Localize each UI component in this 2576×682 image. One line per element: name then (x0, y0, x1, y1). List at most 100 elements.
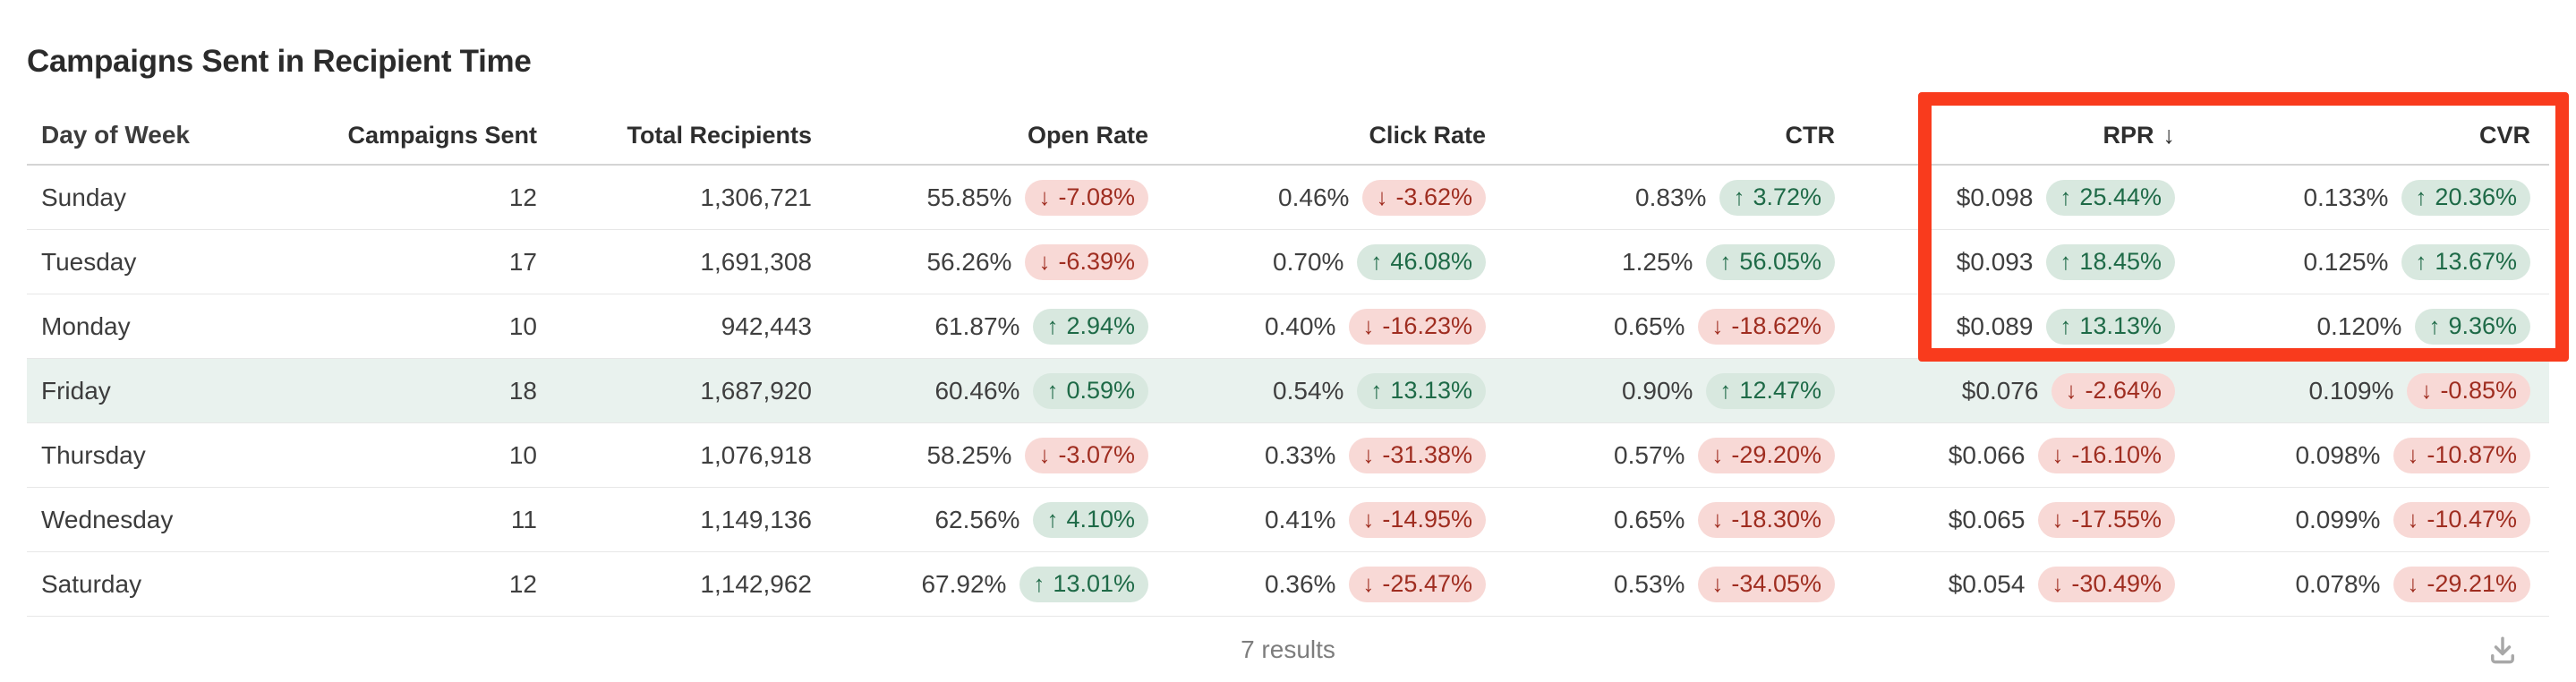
click-rate-cell: 0.33% ↓ -31.38% (1148, 437, 1486, 473)
table-row[interactable]: Sunday 12 1,306,721 55.85% ↓ -7.08% 0.46… (27, 166, 2549, 230)
trend-arrow-icon: ↓ (1038, 440, 1051, 468)
click-rate-change-badge: ↓ -25.47% (1349, 566, 1486, 602)
rpr-cell: $0.076 ↓ -2.64% (1835, 372, 2175, 409)
cvr-cell: 0.120% ↑ 9.36% (2175, 308, 2530, 345)
cvr-change-badge: ↓ -29.21% (2393, 566, 2530, 602)
campaigns-sent-cell: 10 (508, 440, 537, 469)
total-recipients-cell: 1,076,918 (700, 440, 812, 469)
cvr-change-badge: ↑ 13.67% (2401, 243, 2530, 280)
day-of-week-cell: Monday (41, 311, 131, 340)
click-rate-change-badge: ↑ 46.08% (1357, 243, 1486, 280)
ctr-change-badge: ↑ 12.47% (1706, 372, 1835, 409)
trend-arrow-icon: ↓ (2407, 569, 2419, 597)
total-recipients-cell: 1,306,721 (700, 183, 812, 211)
table-body: Sunday 12 1,306,721 55.85% ↓ -7.08% 0.46… (27, 166, 2549, 617)
trend-arrow-icon: ↓ (1711, 311, 1724, 339)
rpr-change-badge: ↑ 13.13% (2046, 308, 2175, 345)
trend-arrow-icon: ↑ (2060, 311, 2072, 339)
rpr-change-badge: ↓ -16.10% (2038, 437, 2175, 473)
table-row[interactable]: Thursday 10 1,076,918 58.25% ↓ -3.07% 0.… (27, 423, 2549, 488)
page-title: Campaigns Sent in Recipient Time (27, 44, 532, 79)
rpr-change-badge: ↑ 25.44% (2046, 179, 2175, 216)
ctr-cell: 0.57% ↓ -29.20% (1486, 437, 1835, 473)
trend-arrow-icon: ↓ (1038, 247, 1051, 275)
cvr-change-badge: ↓ -10.87% (2393, 437, 2530, 473)
trend-arrow-icon: ↓ (1711, 505, 1724, 533)
open-rate-cell: 67.92% ↑ 13.01% (812, 566, 1148, 602)
open-rate-change-badge: ↓ -7.08% (1025, 179, 1148, 216)
ctr-change-badge: ↓ -29.20% (1698, 437, 1835, 473)
cvr-change-badge: ↓ -10.47% (2393, 501, 2530, 538)
ctr-cell: 0.65% ↓ -18.30% (1486, 501, 1835, 538)
ctr-cell: 1.25% ↑ 56.05% (1486, 243, 1835, 280)
click-rate-change-badge: ↓ -31.38% (1349, 437, 1486, 473)
total-recipients-cell: 1,149,136 (700, 505, 812, 533)
column-header-day-of-week[interactable]: Day of Week (41, 121, 190, 149)
trend-arrow-icon: ↑ (1046, 376, 1059, 404)
column-header-ctr[interactable]: CTR (1785, 122, 1836, 149)
trend-arrow-icon: ↓ (2051, 440, 2064, 468)
day-of-week-cell: Saturday (41, 569, 142, 598)
column-header-open-rate[interactable]: Open Rate (1027, 122, 1148, 149)
ctr-change-badge: ↓ -34.05% (1698, 566, 1835, 602)
open-rate-cell: 62.56% ↑ 4.10% (812, 501, 1148, 538)
open-rate-change-badge: ↓ -3.07% (1025, 437, 1148, 473)
table-header-row: Day of Week Campaigns Sent Total Recipie… (27, 79, 2549, 166)
rpr-cell: $0.089 ↑ 13.13% (1835, 308, 2175, 345)
trend-arrow-icon: ↑ (2060, 247, 2072, 275)
rpr-cell: $0.098 ↑ 25.44% (1835, 179, 2175, 216)
trend-arrow-icon: ↓ (1038, 183, 1051, 210)
trend-arrow-icon: ↓ (1362, 440, 1375, 468)
cvr-cell: 0.099% ↓ -10.47% (2175, 501, 2530, 538)
trend-arrow-icon: ↑ (1733, 183, 1745, 210)
total-recipients-cell: 1,142,962 (700, 569, 812, 598)
download-icon (2491, 636, 2514, 663)
rpr-change-badge: ↓ -30.49% (2038, 566, 2175, 602)
column-header-campaigns-sent[interactable]: Campaigns Sent (347, 122, 537, 149)
open-rate-change-badge: ↑ 0.59% (1033, 372, 1148, 409)
column-header-rpr[interactable]: RPR ↓ (2103, 122, 2176, 149)
table-row[interactable]: Tuesday 17 1,691,308 56.26% ↓ -6.39% 0.7… (27, 230, 2549, 294)
table-footer: 7 results (27, 617, 2549, 682)
table-row[interactable]: Monday 10 942,443 61.87% ↑ 2.94% 0.40% ↓… (27, 294, 2549, 359)
table-row[interactable]: Saturday 12 1,142,962 67.92% ↑ 13.01% 0.… (27, 552, 2549, 617)
cvr-cell: 0.078% ↓ -29.21% (2175, 566, 2530, 602)
total-recipients-cell: 1,687,920 (700, 376, 812, 405)
rpr-change-badge: ↓ -17.55% (2038, 501, 2175, 538)
open-rate-cell: 56.26% ↓ -6.39% (812, 243, 1148, 280)
open-rate-cell: 55.85% ↓ -7.08% (812, 179, 1148, 216)
ctr-cell: 0.90% ↑ 12.47% (1486, 372, 1835, 409)
trend-arrow-icon: ↑ (1370, 376, 1383, 404)
trend-arrow-icon: ↑ (1370, 247, 1383, 275)
download-button[interactable] (2486, 633, 2520, 667)
trend-arrow-icon: ↑ (1719, 376, 1732, 404)
ctr-change-badge: ↑ 3.72% (1719, 179, 1835, 216)
click-rate-change-badge: ↑ 13.13% (1357, 372, 1486, 409)
open-rate-change-badge: ↑ 4.10% (1033, 501, 1148, 538)
trend-arrow-icon: ↓ (1711, 569, 1724, 597)
click-rate-cell: 0.54% ↑ 13.13% (1148, 372, 1486, 409)
trend-arrow-icon: ↑ (2060, 183, 2072, 210)
column-header-click-rate[interactable]: Click Rate (1369, 122, 1486, 149)
trend-arrow-icon: ↓ (1376, 183, 1388, 210)
trend-arrow-icon: ↑ (1046, 505, 1059, 533)
table-row[interactable]: Wednesday 11 1,149,136 62.56% ↑ 4.10% 0.… (27, 488, 2549, 552)
trend-arrow-icon: ↓ (1362, 505, 1375, 533)
rpr-cell: $0.093 ↑ 18.45% (1835, 243, 2175, 280)
trend-arrow-icon: ↑ (2428, 311, 2441, 339)
column-header-total-recipients[interactable]: Total Recipients (627, 122, 812, 149)
day-of-week-cell: Wednesday (41, 505, 174, 533)
table-row[interactable]: Friday 18 1,687,920 60.46% ↑ 0.59% 0.54%… (27, 359, 2549, 423)
campaigns-sent-cell: 10 (508, 311, 537, 340)
open-rate-change-badge: ↓ -6.39% (1025, 243, 1148, 280)
column-header-cvr[interactable]: CVR (2478, 122, 2530, 149)
open-rate-cell: 58.25% ↓ -3.07% (812, 437, 1148, 473)
campaigns-sent-cell: 18 (508, 376, 537, 405)
click-rate-change-badge: ↓ -16.23% (1349, 308, 1486, 345)
trend-arrow-icon: ↓ (2051, 569, 2064, 597)
open-rate-cell: 61.87% ↑ 2.94% (812, 308, 1148, 345)
trend-arrow-icon: ↓ (2420, 376, 2433, 404)
sort-descending-icon: ↓ (2162, 122, 2176, 149)
trend-arrow-icon: ↓ (2407, 440, 2419, 468)
trend-arrow-icon: ↓ (2407, 505, 2419, 533)
